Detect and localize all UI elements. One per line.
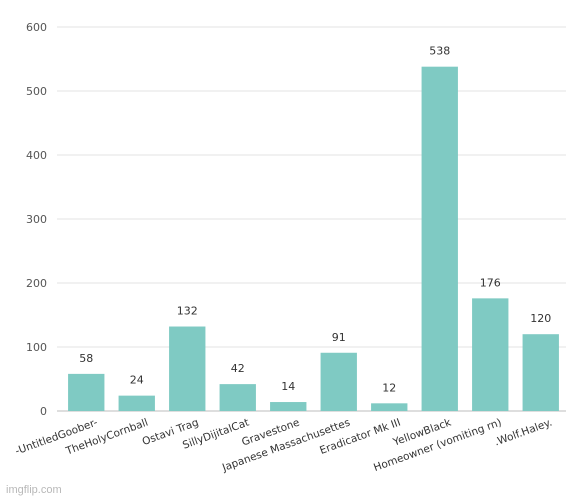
bar [421,66,458,412]
x-tick-label: .Wolf.Haley. [493,417,554,449]
data-label: 58 [79,352,93,365]
data-label: 176 [480,276,501,289]
y-tick-label: 500 [26,85,47,98]
bar [320,352,357,411]
data-label: 14 [281,380,295,393]
data-label: 12 [382,381,396,394]
y-tick-label: 600 [26,21,47,34]
bar [219,384,256,411]
y-tick-label: 200 [26,277,47,290]
data-label: 42 [231,362,245,375]
bar [118,395,155,411]
y-tick-label: 100 [26,341,47,354]
bar [371,403,408,411]
y-tick-label: 300 [26,213,47,226]
data-label: 132 [177,305,198,318]
watermark: imgflip.com [6,484,62,496]
x-tick-label: -UntitledGoober- [14,416,100,457]
bar [270,402,307,411]
bar [472,298,509,411]
data-label: 120 [530,312,551,325]
data-label: 24 [130,374,144,387]
y-tick-label: 0 [40,405,47,418]
bar [68,373,105,411]
data-label: 538 [429,45,450,58]
bar [522,334,559,411]
data-label: 91 [332,331,346,344]
y-tick-label: 400 [26,149,47,162]
bar [169,326,206,411]
